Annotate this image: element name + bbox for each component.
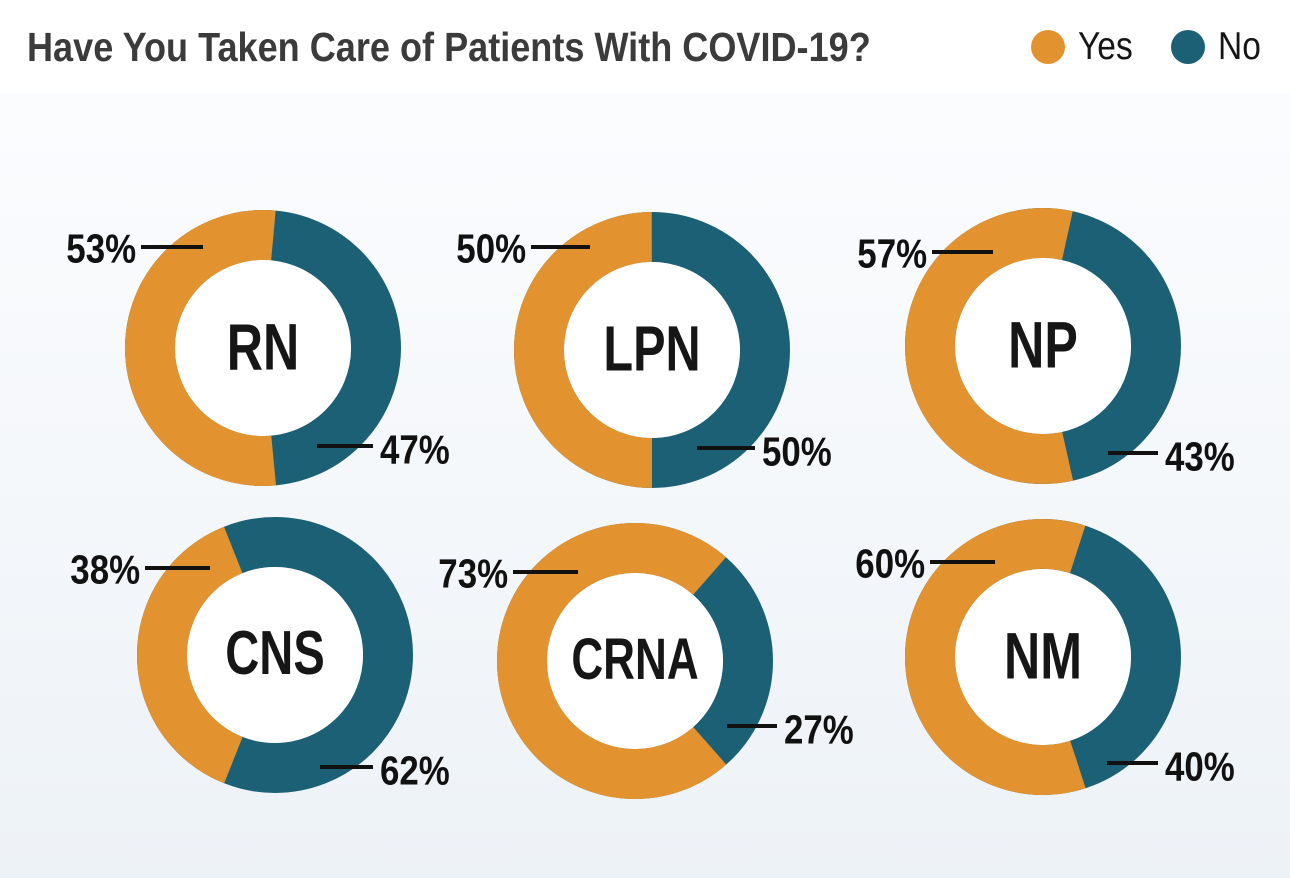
donut-ring — [497, 523, 773, 799]
legend-label-yes: Yes — [1077, 24, 1133, 68]
yes-percent-label: 60% — [855, 540, 925, 587]
donut-RN: RN — [118, 203, 408, 493]
donut-ring — [125, 210, 401, 486]
no-percent-label: 40% — [1165, 743, 1235, 790]
yes-percent-label: 53% — [66, 225, 136, 272]
donut-hole — [564, 262, 740, 438]
no-percent-label: 47% — [380, 426, 450, 473]
yes-percent-label: 57% — [857, 230, 927, 277]
yes-swatch-dot-icon — [1030, 29, 1065, 64]
donut-center-label: RN — [226, 309, 300, 384]
donut-ring — [514, 212, 790, 488]
yes-arc — [905, 207, 1181, 484]
donut-center-label: LPN — [603, 312, 701, 385]
no-leader-line — [727, 724, 777, 728]
donut-CRNA: CRNA — [490, 516, 780, 806]
legend: Yes No — [1030, 0, 1268, 93]
donut-hole — [955, 258, 1131, 434]
yes-arc — [514, 212, 790, 488]
donut-hole — [175, 260, 351, 436]
donut-NP: NP — [898, 201, 1188, 491]
no-leader-line — [1107, 761, 1158, 765]
legend-item-no: No — [1171, 25, 1268, 69]
donut-LPN: LPN — [507, 205, 797, 495]
donut-ring — [905, 207, 1181, 484]
donut-center-label: CRNA — [571, 626, 699, 692]
no-percent-label: 62% — [380, 747, 450, 794]
yes-percent-label: 38% — [70, 546, 140, 593]
donut-center-label: CNS — [225, 618, 325, 688]
no-leader-line — [697, 446, 755, 450]
no-leader-line — [320, 765, 373, 769]
donut-NM: NM — [898, 512, 1188, 802]
legend-item-yes: Yes — [1030, 24, 1142, 69]
donut-CNS: CNS — [130, 510, 420, 800]
yes-leader-line — [513, 570, 578, 574]
donut-hole — [547, 573, 723, 749]
no-leader-line — [1108, 451, 1158, 455]
donut-center-label: NM — [1003, 618, 1083, 693]
donut-ring — [905, 519, 1181, 795]
no-percent-label: 43% — [1165, 433, 1235, 480]
donut-hole — [955, 569, 1131, 745]
donut-ring — [137, 517, 413, 793]
no-swatch-dot-icon — [1171, 29, 1206, 64]
chart-title: Have You Taken Care of Patients With COV… — [27, 24, 871, 70]
yes-leader-line — [932, 250, 993, 254]
donut-hole — [187, 567, 363, 743]
yes-leader-line — [531, 245, 590, 249]
no-percent-label: 27% — [784, 706, 854, 753]
yes-leader-line — [930, 560, 995, 564]
no-leader-line — [317, 444, 373, 448]
yes-leader-line — [145, 566, 210, 570]
header: Have You Taken Care of Patients With COV… — [0, 0, 1290, 93]
donut-center-label: NP — [1008, 307, 1078, 382]
no-percent-label: 50% — [762, 428, 832, 475]
legend-label-no: No — [1218, 24, 1262, 68]
yes-percent-label: 73% — [438, 550, 508, 597]
yes-percent-label: 50% — [456, 225, 526, 272]
yes-leader-line — [141, 245, 203, 249]
